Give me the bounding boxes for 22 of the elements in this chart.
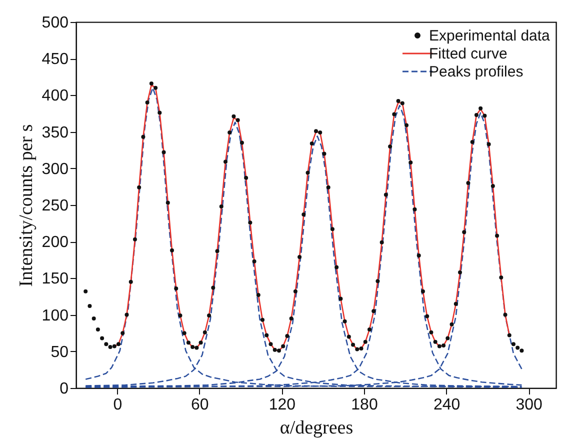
y-tick-label: 350 [42,124,69,142]
y-tick-label: 100 [42,307,69,324]
x-axis-title: α/degrees [280,418,354,438]
x-tick-label: 120 [268,396,296,414]
x-tick-label: 180 [351,396,378,414]
y-tick-label: 450 [42,51,69,68]
legend-label: Fitted curve [429,46,508,62]
y-tick-label: 400 [42,88,69,105]
y-tick-label: 50 [50,344,69,361]
legend-label: Peaks profiles [429,64,524,80]
y-axis-title: Intensity/counts per s [16,124,37,287]
y-tick-label: 200 [42,234,69,252]
x-tick-label: 240 [433,396,460,414]
x-tick-label: 300 [516,396,543,414]
y-tick-label: 150 [42,270,69,288]
x-tick-label: 0 [113,396,122,414]
y-tick-label: 500 [42,14,69,32]
y-tick-label: 300 [42,160,69,178]
y-tick-label: 250 [42,198,69,214]
legend-label: Experimental data [429,28,551,44]
x-tick-label: 60 [191,396,209,414]
y-tick-label: 0 [60,380,69,398]
